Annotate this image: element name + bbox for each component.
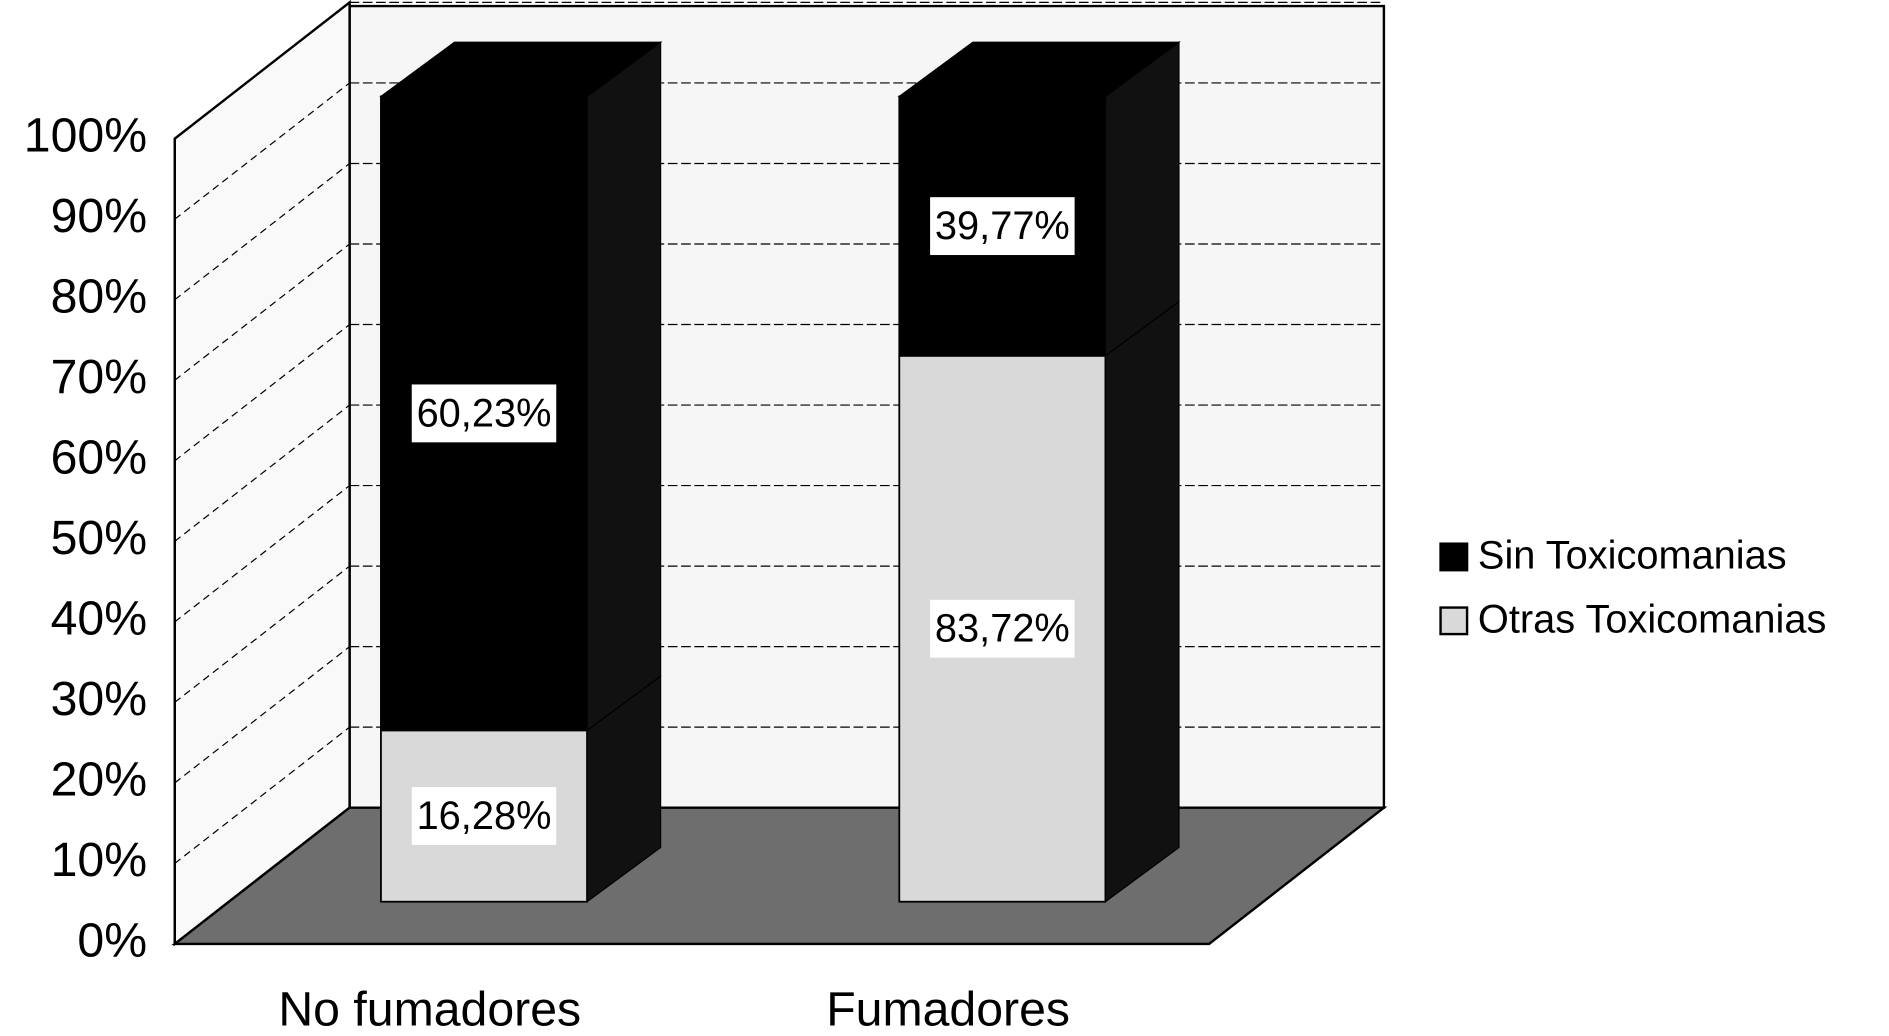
legend-swatch	[1439, 606, 1469, 636]
grid-line	[174, 1, 350, 140]
grid-line	[174, 162, 350, 301]
x-tick-label: Fumadores	[826, 982, 1070, 1036]
y-tick-label: 60%	[51, 430, 147, 484]
data-label-box	[930, 197, 1075, 256]
grid-line	[174, 565, 350, 703]
data-label: 16,28%	[417, 794, 552, 838]
bar-top	[897, 41, 1181, 98]
y-tick-label: 100%	[24, 108, 147, 162]
grid-line	[174, 485, 350, 623]
bar	[897, 41, 1181, 357]
y-tick-label: 90%	[51, 189, 147, 243]
y-tick-label: 40%	[51, 592, 147, 646]
y-tick-label: 20%	[51, 753, 147, 807]
grid-line	[174, 646, 350, 784]
y-tick-label: 30%	[51, 672, 147, 726]
grid-line	[174, 82, 350, 220]
y-tick-label: 50%	[51, 511, 147, 565]
bar-side	[586, 41, 662, 732]
grid-line	[174, 243, 350, 381]
data-label: 83,72%	[935, 607, 1070, 651]
floor	[171, 806, 1388, 946]
x-tick-label: No fumadores	[278, 982, 581, 1036]
y-tick-label: 80%	[51, 269, 147, 323]
bar-side	[1104, 300, 1180, 903]
bars: 16,28% 60,23% 83,72% 39,77%	[379, 41, 1181, 903]
bar-side	[1104, 41, 1180, 357]
grid-line	[174, 726, 350, 864]
data-label: 60,23%	[417, 391, 552, 435]
data-label-box	[411, 787, 557, 845]
legend-swatch	[1439, 542, 1469, 572]
y-tick-label: 0%	[77, 914, 147, 968]
data-label-box	[930, 599, 1075, 658]
legend-label: Otras Toxicomanias	[1478, 598, 1826, 642]
y-tick-label: 70%	[51, 350, 147, 404]
grid-line	[174, 404, 350, 542]
y-tick-label: 10%	[51, 833, 147, 887]
legend-label: Sin Toxicomanias	[1478, 534, 1787, 578]
data-label: 39,77%	[935, 204, 1070, 248]
legend: Sin Toxicomanias Otras Toxicomanias	[1439, 534, 1826, 642]
data-label-box	[411, 384, 557, 443]
grid-line	[174, 324, 350, 462]
bar-top	[379, 41, 663, 98]
